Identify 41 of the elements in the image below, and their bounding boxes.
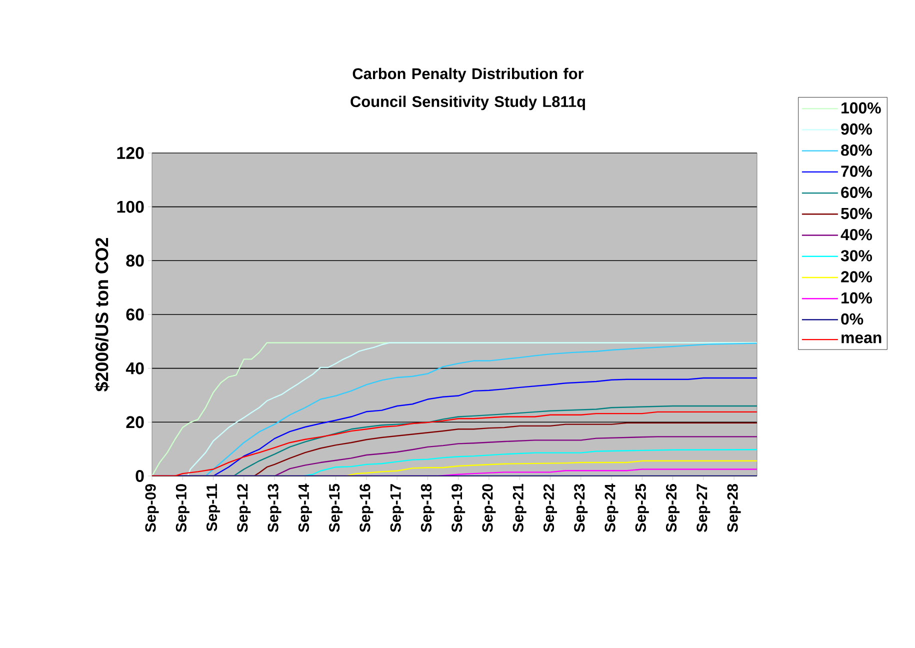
x-tick-label: Sep-14 xyxy=(298,484,312,532)
x-tick-label: Sep-15 xyxy=(329,484,343,532)
legend-label: 90% xyxy=(841,123,872,135)
y-tick-label: 100 xyxy=(117,200,144,213)
x-tick-label: Sep-10 xyxy=(176,484,190,532)
legend-label: 10% xyxy=(842,292,872,304)
x-tick-label: Sep-28 xyxy=(727,484,741,532)
legend-label: mean xyxy=(842,334,882,344)
x-tick-label: Sep-19 xyxy=(452,484,466,532)
y-tick-label: 40 xyxy=(126,362,144,374)
y-tick-label: 120 xyxy=(117,146,144,159)
x-tick-label: Sep-09 xyxy=(145,484,159,532)
y-tick-label: 60 xyxy=(126,308,144,320)
x-tick-label: Sep-12 xyxy=(237,484,251,532)
legend-label: 80% xyxy=(841,144,872,156)
x-tick-label: Sep-16 xyxy=(360,484,374,532)
legend-label: 20% xyxy=(841,271,872,282)
x-tick-label: Sep-26 xyxy=(666,484,680,532)
x-tick-label: Sep-17 xyxy=(390,484,404,532)
x-tick-label: Sep-24 xyxy=(604,484,618,532)
y-tick-label: 20 xyxy=(126,416,144,428)
x-tick-label: Sep-22 xyxy=(543,484,557,532)
x-tick-label: Sep-18 xyxy=(420,484,434,532)
legend-label: 50% xyxy=(841,208,872,220)
chart-title: Carbon Penalty Distribution for Council Sensitivity Study L811q xyxy=(350,68,585,110)
legend-label: 0% xyxy=(841,313,864,325)
y-tick-label: 0 xyxy=(136,470,144,482)
legend-label: 40% xyxy=(840,228,872,240)
x-tick-label: Sep-23 xyxy=(574,484,588,532)
x-tick-label: Sep-25 xyxy=(635,484,649,532)
legend-label: 60% xyxy=(841,186,872,198)
legend-label: 30% xyxy=(840,250,872,262)
y-axis-title: $2006/US ton CO2 xyxy=(94,238,110,392)
x-tick-label: Sep-20 xyxy=(482,484,496,532)
legend-label: 70% xyxy=(841,166,872,177)
y-tick-label: 80 xyxy=(126,254,144,267)
x-tick-label: Sep-27 xyxy=(696,484,710,532)
x-tick-label: Sep-21 xyxy=(512,484,526,532)
legend-label: 100% xyxy=(842,102,881,114)
x-tick-label: Sep-11 xyxy=(206,484,220,532)
x-tick-label: Sep-13 xyxy=(268,484,282,532)
